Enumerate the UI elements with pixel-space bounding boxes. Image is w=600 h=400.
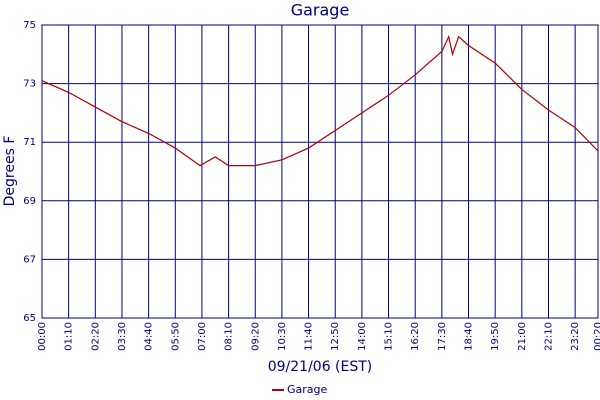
x-tick-label: 10:30 [277,322,288,351]
chart-title: Garage [291,1,350,20]
x-tick-label: 11:40 [304,322,315,351]
x-tick-label: 17:30 [437,322,448,351]
x-tick-label: 08:10 [224,322,235,351]
x-tick-label: 21:00 [517,322,528,351]
x-axis-label: 09/21/06 (EST) [268,359,373,375]
x-tick-label: 09:20 [250,322,261,351]
y-axis-label: Degrees F [2,136,18,207]
x-tick-label: 01:10 [64,322,75,351]
x-tick-label: 12:50 [330,322,341,351]
x-tick-label: 00:20 [593,322,600,351]
x-tick-label: 23:20 [570,322,581,351]
y-tick-label: 73 [23,79,36,90]
x-tick-label: 19:50 [490,322,501,351]
y-tick-label: 71 [23,137,36,148]
x-tick-label: 22:10 [543,322,554,351]
y-tick-label: 65 [23,313,36,324]
x-tick-label: 03:30 [117,322,128,351]
y-tick-label: 69 [23,196,36,207]
y-tick-label: 67 [23,254,36,265]
x-tick-label: 02:20 [90,322,101,351]
x-tick-label: 15:10 [384,322,395,351]
x-tick-label: 04:40 [144,322,155,351]
plot-area [41,24,599,319]
x-tick-label: 00:00 [37,322,48,351]
y-tick-label: 75 [23,20,36,31]
x-tick-label: 16:20 [410,322,421,351]
x-tick-label: 05:50 [170,322,181,351]
x-tick-label: 14:00 [357,322,368,351]
x-tick-label: 18:40 [464,322,475,351]
x-tick-label: 07:00 [197,322,208,351]
data-line [41,34,599,167]
legend-label: Garage [287,383,328,396]
